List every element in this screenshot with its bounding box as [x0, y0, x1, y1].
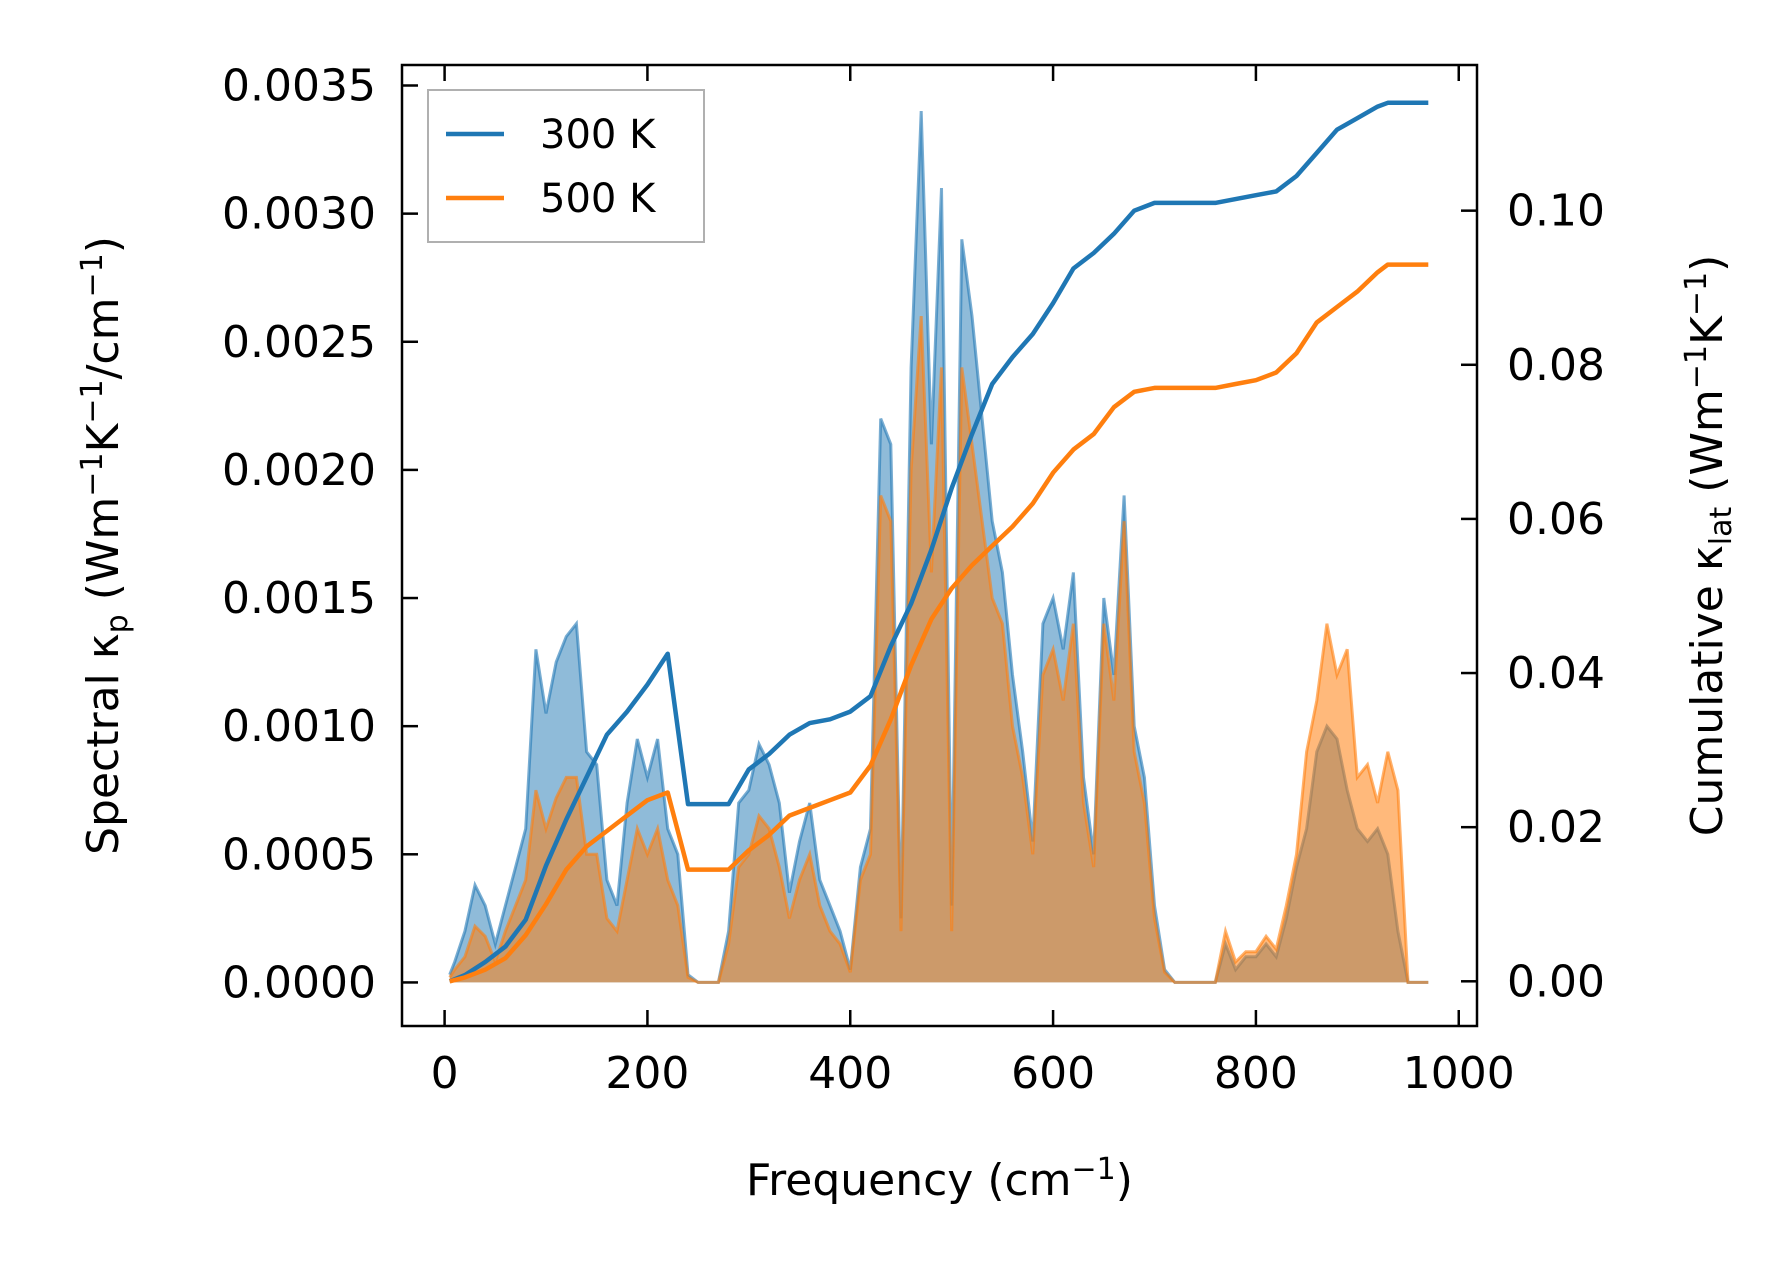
y-left-tick-label: 0.0015 [222, 573, 376, 624]
cumulative-lines [448, 100, 1429, 984]
legend-label: 500 K [540, 176, 657, 222]
x-tick-label: 400 [808, 1048, 892, 1099]
legend: 300 K 500 K [427, 89, 705, 243]
y-right-tick-label: 0.08 [1507, 340, 1605, 391]
x-axis-title: Frequency (cm−1) [746, 1152, 1133, 1206]
plot-area [448, 100, 1429, 984]
y-right-tick-label: 0.06 [1507, 494, 1605, 545]
x-tick-label: 0 [431, 1048, 459, 1099]
cumulative-line-500k [449, 262, 1429, 984]
y-axis-right-title: Cumulative κlat (Wm−1K−1) [1679, 255, 1739, 837]
y-right-tick-label: 0.04 [1507, 648, 1605, 699]
y-left-tick-label: 0.0000 [222, 957, 376, 1008]
spectral-areas [448, 111, 1429, 984]
y-left-tick-label: 0.0005 [222, 829, 376, 880]
y-left-tick-label: 0.0030 [222, 189, 376, 240]
spectral-area-500k [449, 316, 1429, 983]
axis-ticks: 0 200 400 600 800 1000 0.0000 0.0005 0.0010 0.001… [222, 61, 1605, 1099]
y-axis-left-title: Spectral κp (Wm−1K−1/cm−1) [75, 236, 135, 855]
x-tick-label: 600 [1011, 1048, 1095, 1099]
y-right-tick-label: 0.02 [1507, 802, 1605, 853]
y-left-tick-label: 0.0020 [222, 445, 376, 496]
cumulative-line-300k [448, 100, 1429, 984]
legend-box [427, 89, 705, 243]
x-tick-label: 200 [605, 1048, 689, 1099]
y-left-tick-label: 0.0035 [222, 61, 376, 112]
y-left-tick-label: 0.0025 [222, 317, 376, 368]
legend-label: 300 K [540, 112, 657, 158]
x-tick-label: 800 [1214, 1048, 1298, 1099]
y-left-tick-label: 0.0010 [222, 701, 376, 752]
spectral-edge-500k [448, 316, 1429, 984]
plot-frame [400, 63, 1479, 1028]
y-right-tick-label: 0.00 [1507, 956, 1605, 1007]
y-right-tick-label: 0.10 [1507, 186, 1605, 237]
x-tick-label: 1000 [1403, 1048, 1515, 1099]
